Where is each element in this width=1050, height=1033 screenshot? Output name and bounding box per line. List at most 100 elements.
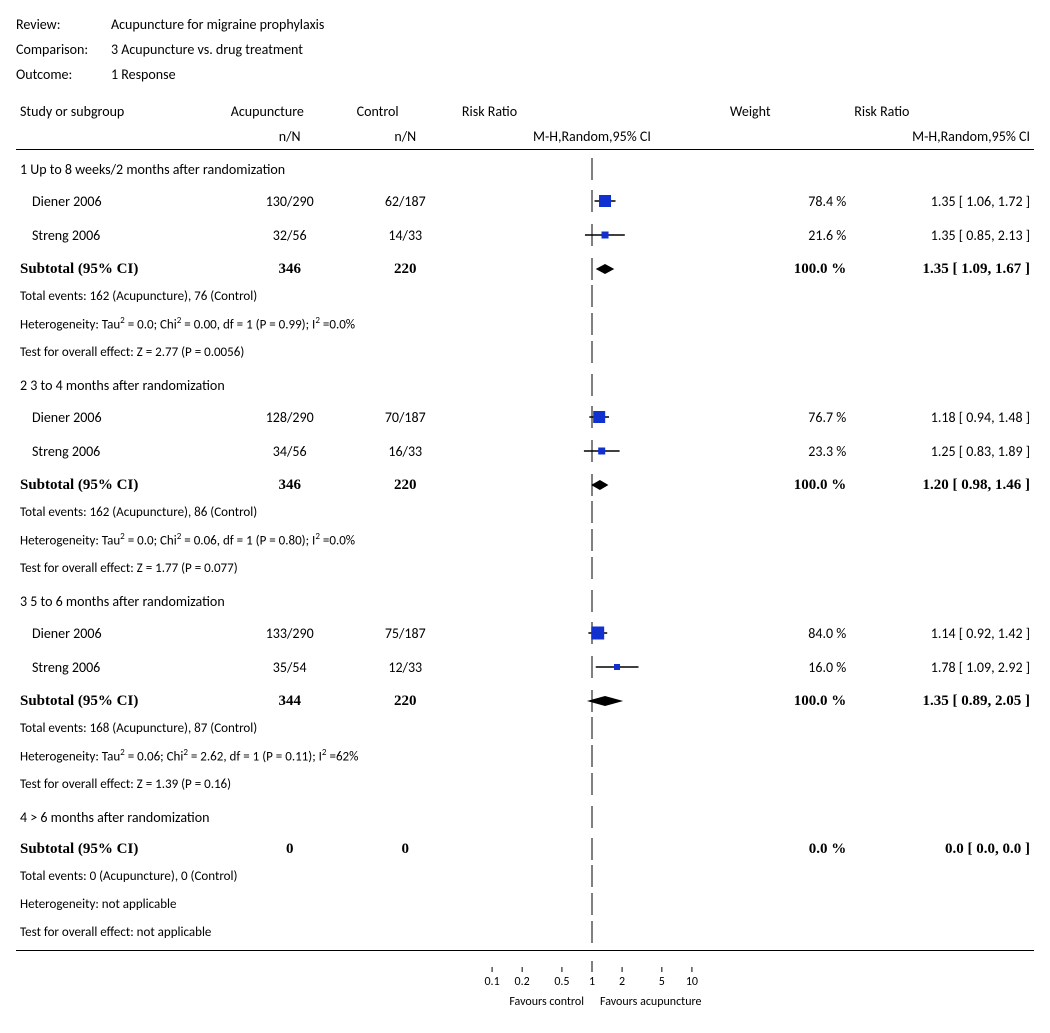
meta-block: Review:Acupuncture for migraine prophyla… (16, 16, 1034, 83)
study-name: Streng 2006 (16, 650, 227, 684)
study-weight: 84.0 % (726, 616, 850, 650)
study-name: Streng 2006 (16, 218, 227, 252)
study-name: Diener 2006 (16, 184, 227, 218)
subtotal-label: Subtotal (95% CI) (16, 684, 227, 714)
subtotal-acu: 0 (227, 832, 353, 862)
subgroup-title: 2 3 to 4 months after randomization (16, 366, 458, 400)
stat-line: Total events: 162 (Acupuncture), 86 (Con… (16, 498, 458, 526)
subgroup-title: 3 5 to 6 months after randomization (16, 582, 458, 616)
subtotal-label: Subtotal (95% CI) (16, 468, 227, 498)
study-weight: 78.4 % (726, 184, 850, 218)
study-rr: 1.78 [ 1.09, 2.92 ] (850, 650, 1034, 684)
hdr-nN-ctrl: n/N (353, 124, 458, 150)
subtotal-label: Subtotal (95% CI) (16, 832, 227, 862)
subtotal-ctrl: 220 (353, 252, 458, 282)
forest-table: Study or subgroup Acupuncture Control Ri… (16, 99, 1034, 946)
stat-line: Heterogeneity: Tau2 = 0.06; Chi2 = 2.62,… (16, 742, 458, 770)
stat-line: Test for overall effect: Z = 2.77 (P = 0… (16, 338, 458, 366)
comparison-label: Comparison: (16, 41, 111, 58)
study-ctrl: 70/187 (353, 400, 458, 434)
subtotal-weight: 100.0 % (726, 684, 850, 714)
study-plot (458, 400, 726, 434)
study-acu: 128/290 (227, 400, 353, 434)
stat-line: Total events: 168 (Acupuncture), 87 (Con… (16, 714, 458, 742)
study-plot (458, 650, 726, 684)
stat-line: Total events: 0 (Acupuncture), 0 (Contro… (16, 862, 458, 890)
hdr-mh1: M-H,Random,95% CI (458, 124, 726, 150)
subtotal-acu: 346 (227, 468, 353, 498)
study-weight: 16.0 % (726, 650, 850, 684)
study-plot (458, 184, 726, 218)
svg-text:0.5: 0.5 (555, 975, 570, 989)
study-name: Streng 2006 (16, 434, 227, 468)
study-acu: 130/290 (227, 184, 353, 218)
study-weight: 21.6 % (726, 218, 850, 252)
svg-text:5: 5 (659, 975, 665, 989)
subtotal-weight: 100.0 % (726, 252, 850, 282)
study-rr: 1.35 [ 0.85, 2.13 ] (850, 218, 1034, 252)
study-plot (458, 434, 726, 468)
outcome-label: Outcome: (16, 66, 111, 83)
subtotal-weight: 100.0 % (726, 468, 850, 498)
study-ctrl: 12/33 (353, 650, 458, 684)
review-value: Acupuncture for migraine prophylaxis (111, 16, 324, 33)
svg-text:2: 2 (619, 975, 625, 989)
study-name: Diener 2006 (16, 400, 227, 434)
subtotal-plot (458, 684, 726, 714)
study-weight: 23.3 % (726, 434, 850, 468)
subgroup-title: 4 > 6 months after randomization (16, 798, 458, 832)
study-name: Diener 2006 (16, 616, 227, 650)
outcome-value: 1 Response (111, 66, 176, 83)
hdr-mh2: M-H,Random,95% CI (850, 124, 1034, 150)
subtotal-rr: 1.35 [ 0.89, 2.05 ] (850, 684, 1034, 714)
study-rr: 1.18 [ 0.94, 1.48 ] (850, 400, 1034, 434)
study-plot (458, 616, 726, 650)
subtotal-plot (458, 252, 726, 282)
study-plot (458, 218, 726, 252)
study-acu: 35/54 (227, 650, 353, 684)
review-label: Review: (16, 16, 111, 33)
stat-line: Heterogeneity: Tau2 = 0.0; Chi2 = 0.06, … (16, 526, 458, 554)
study-acu: 133/290 (227, 616, 353, 650)
subtotal-acu: 346 (227, 252, 353, 282)
hdr-nN-acu: n/N (227, 124, 353, 150)
hdr-rr2: Risk Ratio (850, 99, 1034, 124)
study-ctrl: 62/187 (353, 184, 458, 218)
study-rr: 1.25 [ 0.83, 1.89 ] (850, 434, 1034, 468)
subtotal-acu: 344 (227, 684, 353, 714)
axis-wrap: 0.10.20.512510Favours controlFavours acu… (16, 950, 1034, 1025)
study-ctrl: 14/33 (353, 218, 458, 252)
comparison-value: 3 Acupuncture vs. drug treatment (111, 41, 303, 58)
svg-text:1: 1 (589, 975, 595, 989)
study-ctrl: 75/187 (353, 616, 458, 650)
subtotal-rr: 1.35 [ 1.09, 1.67 ] (850, 252, 1034, 282)
svg-text:0.2: 0.2 (515, 975, 530, 989)
svg-text:Favours acupuncture: Favours acupuncture (600, 995, 702, 1009)
subtotal-plot (458, 468, 726, 498)
svg-text:10: 10 (686, 975, 698, 989)
subtotal-label: Subtotal (95% CI) (16, 252, 227, 282)
subtotal-plot (458, 832, 726, 862)
study-acu: 34/56 (227, 434, 353, 468)
axis-svg: 0.10.20.512510Favours controlFavours acu… (462, 961, 722, 1021)
subtotal-ctrl: 220 (353, 468, 458, 498)
svg-text:0.1: 0.1 (485, 975, 500, 989)
stat-line: Test for overall effect: Z = 1.77 (P = 0… (16, 554, 458, 582)
subtotal-rr: 0.0 [ 0.0, 0.0 ] (850, 832, 1034, 862)
hdr-ctrl: Control (353, 99, 458, 124)
subtotal-rr: 1.20 [ 0.98, 1.46 ] (850, 468, 1034, 498)
stat-line: Test for overall effect: Z = 1.39 (P = 0… (16, 770, 458, 798)
subtotal-ctrl: 220 (353, 684, 458, 714)
study-weight: 76.7 % (726, 400, 850, 434)
subgroup-title: 1 Up to 8 weeks/2 months after randomiza… (16, 150, 458, 185)
hdr-study: Study or subgroup (16, 99, 227, 124)
study-rr: 1.35 [ 1.06, 1.72 ] (850, 184, 1034, 218)
subtotal-ctrl: 0 (353, 832, 458, 862)
hdr-rr1: Risk Ratio (458, 99, 726, 124)
study-acu: 32/56 (227, 218, 353, 252)
stat-line: Heterogeneity: Tau2 = 0.0; Chi2 = 0.00, … (16, 310, 458, 338)
stat-line: Test for overall effect: not applicable (16, 918, 458, 946)
hdr-weight: Weight (726, 99, 850, 124)
hdr-acu: Acupuncture (227, 99, 353, 124)
stat-line: Total events: 162 (Acupuncture), 76 (Con… (16, 282, 458, 310)
